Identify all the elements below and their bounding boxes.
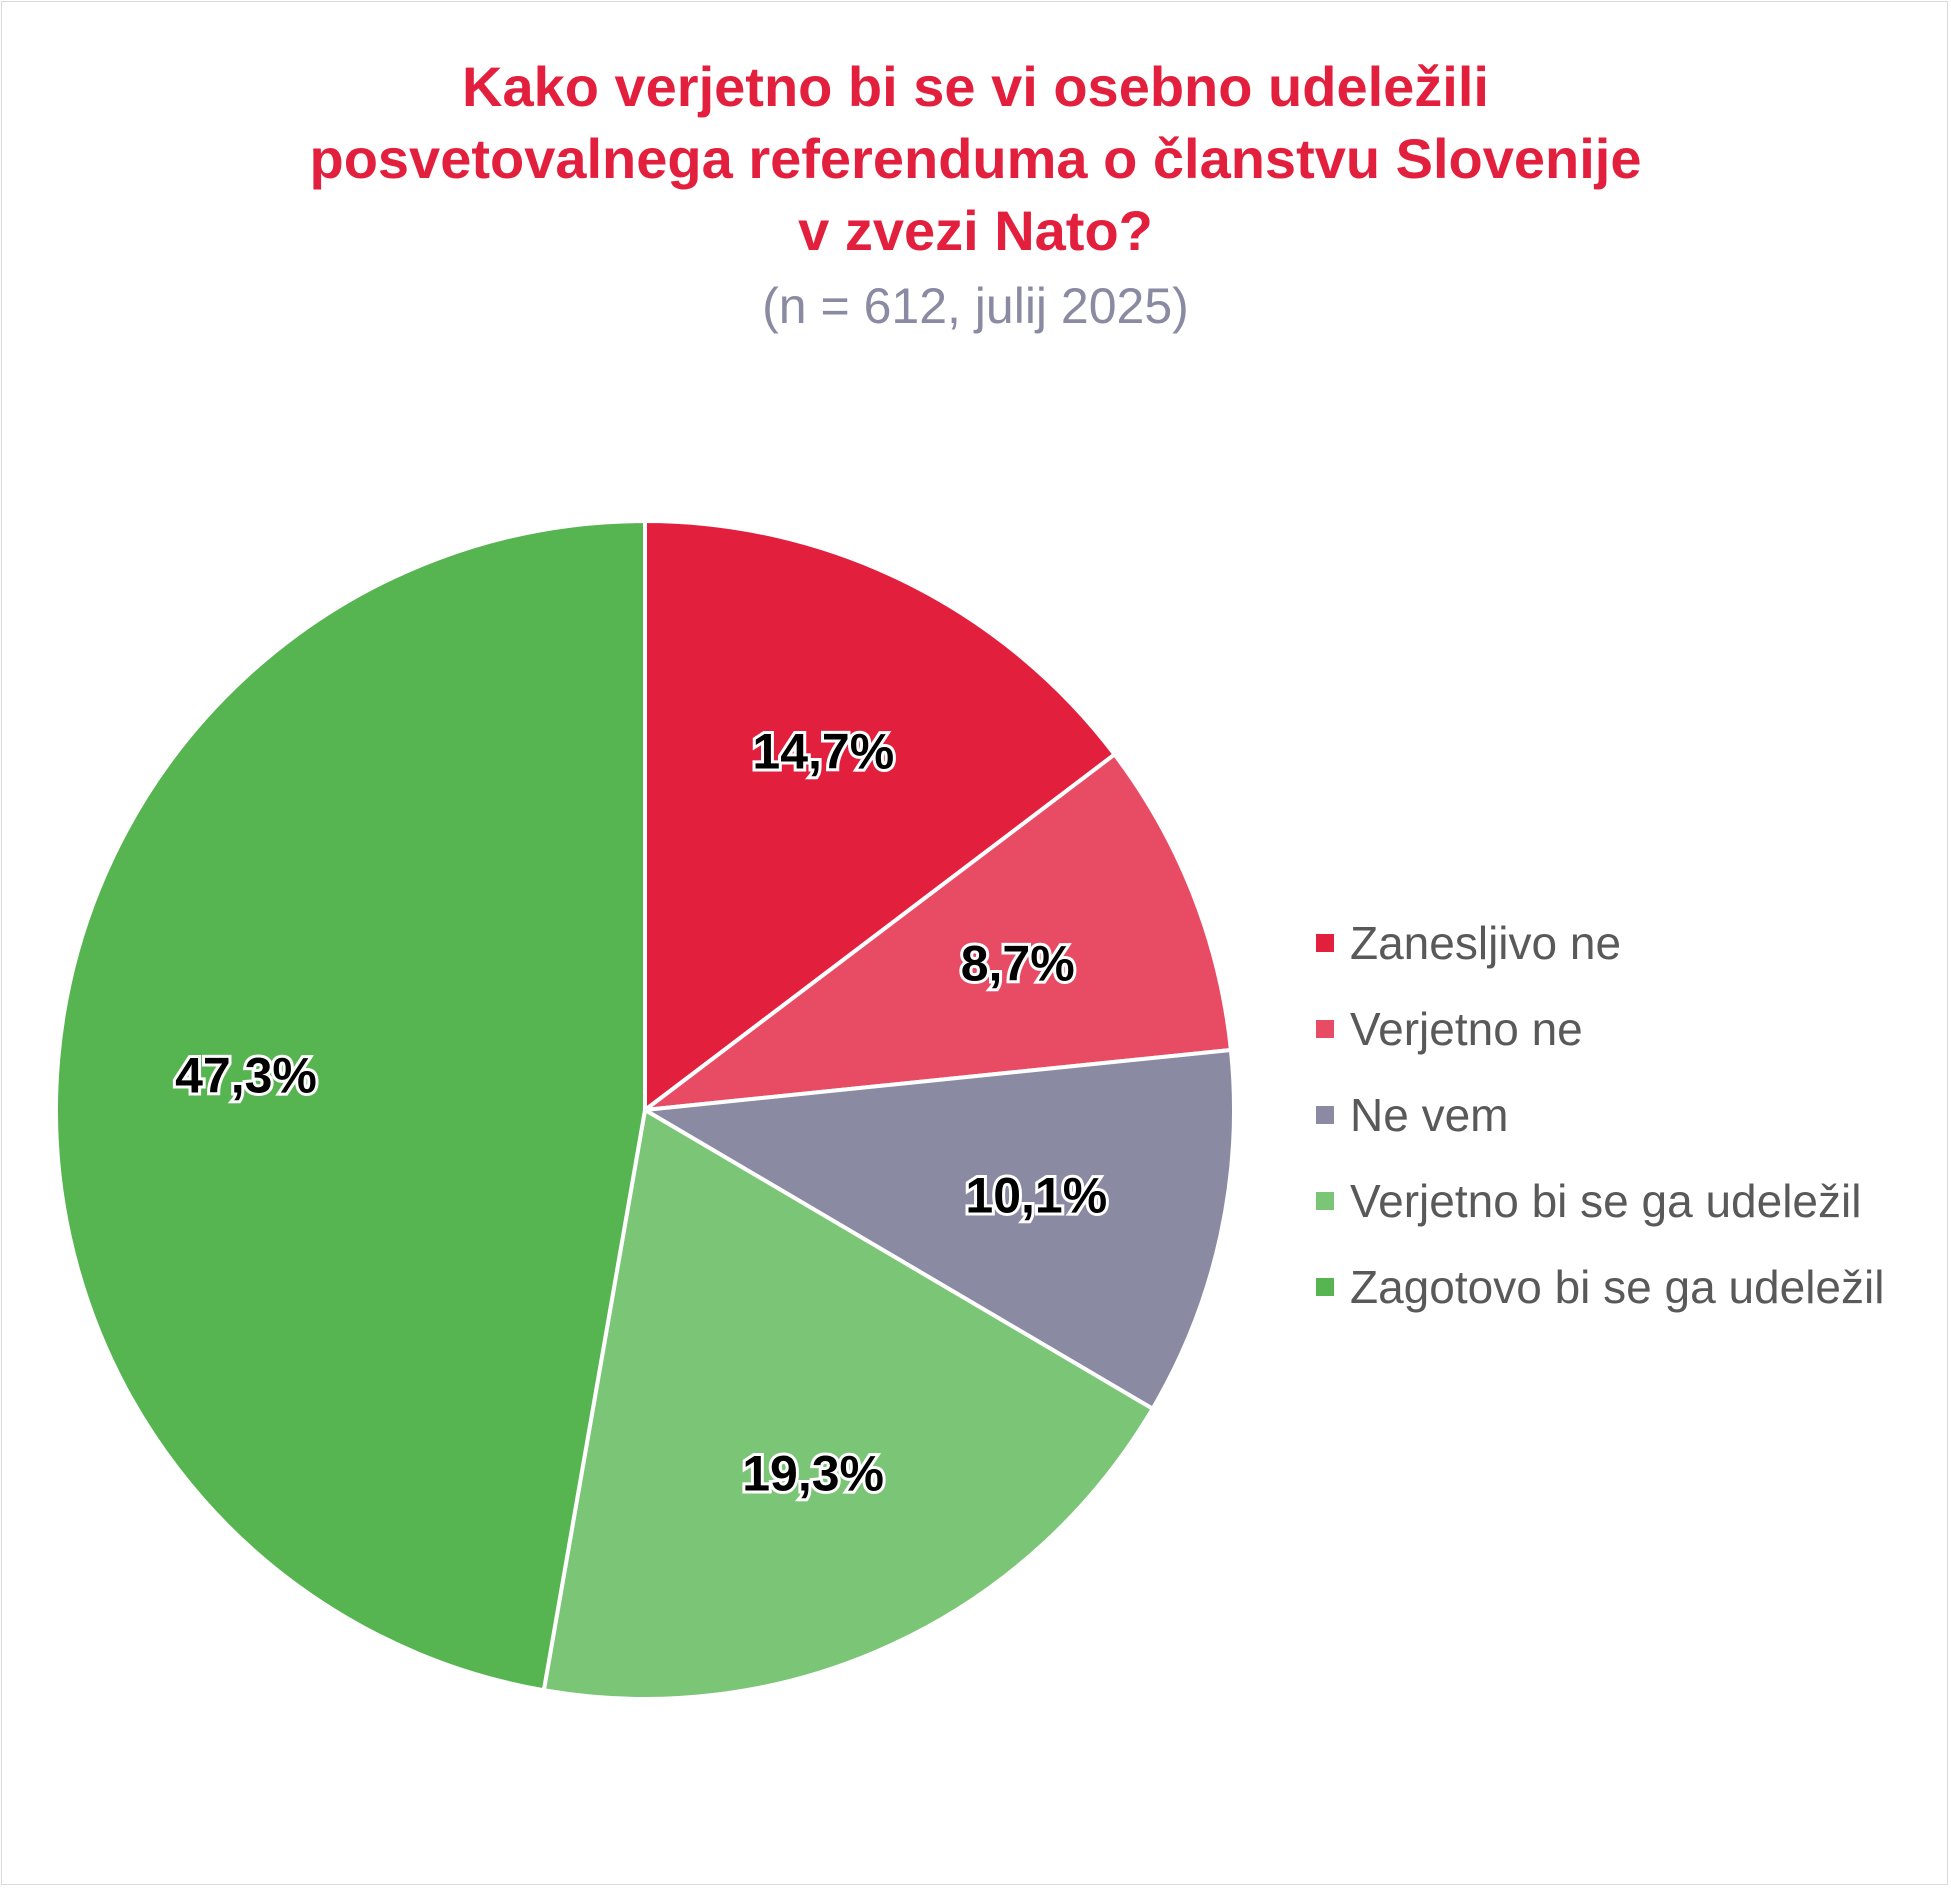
legend-label: Zagotovo bi se ga udeležil bbox=[1350, 1261, 1885, 1313]
data-label-verjetno-ne: 8,7% bbox=[961, 935, 1075, 991]
pie-slice-verjetno-ne bbox=[643, 752, 1233, 1112]
legend-swatch-zanesljivo-ne bbox=[1316, 934, 1334, 952]
chart-title-line-2: posvetovalnega referenduma o članstvu Sl… bbox=[309, 127, 1642, 190]
legend-swatch-ne-vem bbox=[1316, 1106, 1334, 1124]
pie-slice-zagotovo-bi-se-ga-udelezil bbox=[53, 519, 647, 1693]
pie-slice-zanesljivo-ne bbox=[643, 519, 1117, 1112]
legend-swatch-zagotovo-bi-se-ga-udelezil bbox=[1316, 1278, 1334, 1296]
data-label-zagotovo-bi-se-ga-udelezil: 47,3% bbox=[175, 1047, 317, 1103]
pie-slice-verjetno-bi-se-ga-udelezil bbox=[541, 1108, 1155, 1701]
chart-title-line-3: v zvezi Nato? bbox=[798, 199, 1153, 262]
legend-label: Ne vem bbox=[1350, 1089, 1509, 1141]
data-label-ne-vem: 10,1% bbox=[965, 1167, 1107, 1223]
legend-label: Zanesljivo ne bbox=[1350, 917, 1622, 969]
chart-title-line-1: Kako verjetno bi se vi osebno udeležili bbox=[462, 55, 1489, 118]
data-label-zanesljivo-ne: 14,7% bbox=[752, 723, 894, 779]
legend-label: Verjetno bi se ga udeležil bbox=[1350, 1175, 1862, 1227]
chart-subtitle: (n = 612, julij 2025) bbox=[762, 278, 1189, 334]
legend-swatch-verjetno-ne bbox=[1316, 1020, 1334, 1038]
legend-swatch-verjetno-bi-se-ga-udelezil bbox=[1316, 1192, 1334, 1210]
data-label-verjetno-bi-se-ga-udelezil: 19,3% bbox=[742, 1446, 884, 1502]
legend-label: Verjetno ne bbox=[1350, 1003, 1583, 1055]
pie-slice-ne-vem bbox=[643, 1048, 1237, 1411]
